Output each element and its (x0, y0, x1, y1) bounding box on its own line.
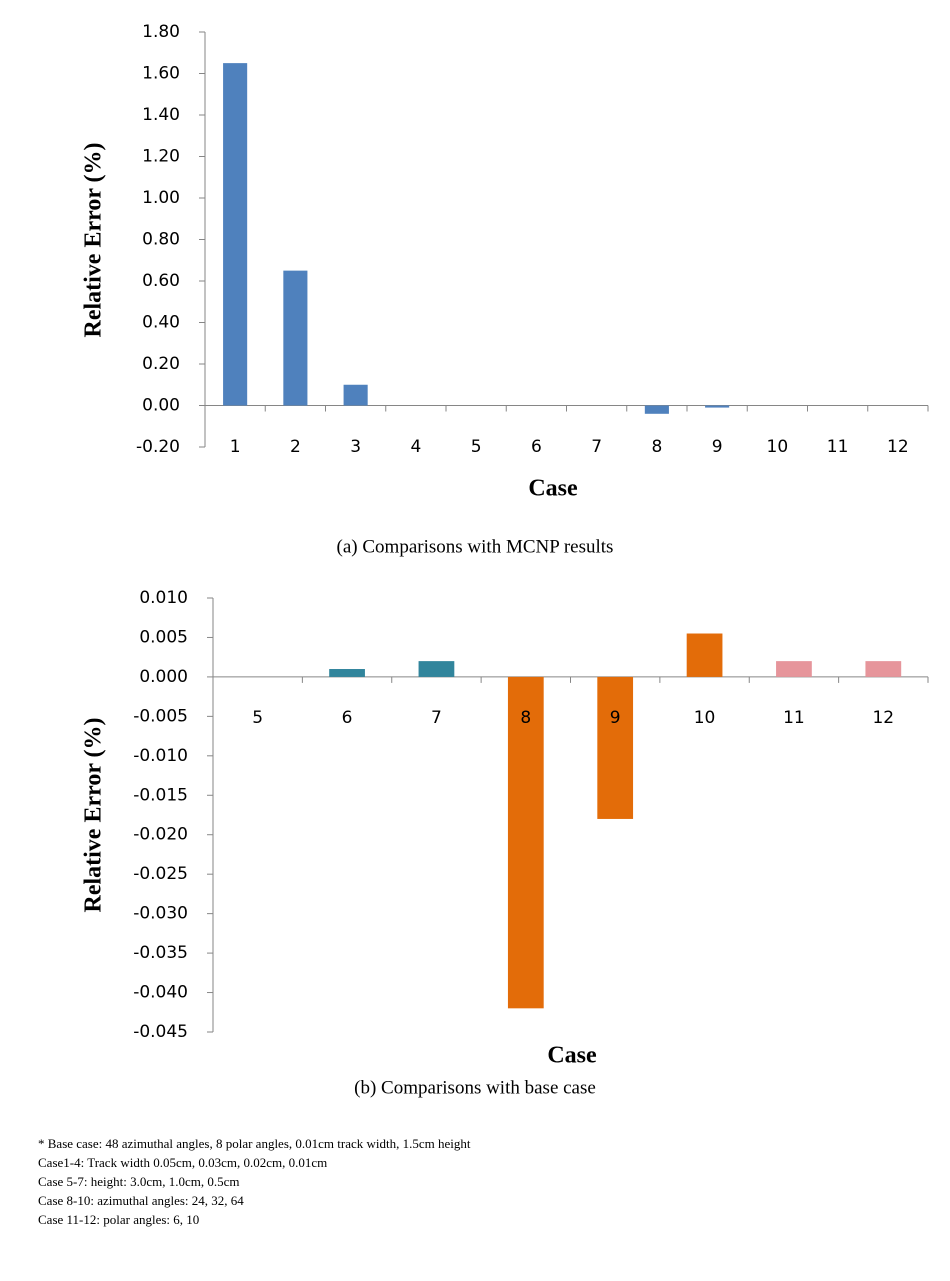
y-tick-label: 1.80 (142, 22, 180, 42)
bar (507, 676, 544, 1009)
note: Case 8-10: azimuthal angles: 24, 32, 64 (38, 1193, 244, 1208)
bar (223, 63, 248, 406)
bar (686, 633, 723, 677)
x-tick-label: 10 (694, 708, 716, 728)
x-tick-label: 7 (431, 708, 442, 728)
y-tick-label: 0.40 (142, 313, 180, 333)
note: * Base case: 48 azimuthal angles, 8 pola… (38, 1136, 471, 1151)
y-tick-label: -0.010 (133, 746, 188, 766)
y-tick-label: 0.005 (139, 627, 188, 647)
x-tick-label: 12 (872, 708, 894, 728)
caption: (a) Comparisons with MCNP results (337, 536, 614, 557)
bar (283, 270, 308, 406)
x-axis-title: Case (528, 476, 578, 502)
y-tick-label: 1.40 (142, 105, 180, 125)
caption: (b) Comparisons with base case (354, 1077, 596, 1098)
y-axis-title: Relative Error (%) (81, 717, 107, 912)
bar (329, 669, 365, 677)
y-tick-label: -0.005 (133, 706, 188, 726)
y-tick-label: 1.00 (142, 188, 180, 208)
y-tick-label: -0.20 (136, 437, 180, 457)
x-tick-label: 10 (767, 437, 789, 457)
y-tick-label: 0.010 (139, 588, 188, 608)
x-tick-label: 5 (471, 437, 482, 457)
y-tick-label: -0.040 (133, 983, 188, 1003)
x-tick-label: 3 (350, 437, 361, 457)
bar (865, 661, 902, 677)
note: Case 11-12: polar angles: 6, 10 (38, 1212, 199, 1227)
y-tick-label: 0.60 (142, 271, 180, 291)
x-tick-label: 6 (531, 437, 542, 457)
y-axis-title: Relative Error (%) (81, 142, 107, 337)
x-tick-label: 7 (591, 437, 602, 457)
x-tick-label: 11 (783, 708, 805, 728)
note: Case 5-7: height: 3.0cm, 1.0cm, 0.5cm (38, 1174, 239, 1189)
x-tick-label: 11 (827, 437, 849, 457)
y-tick-label: 0.000 (139, 667, 188, 687)
y-tick-label: -0.025 (133, 864, 188, 884)
y-tick-label: 0.00 (142, 396, 180, 416)
x-tick-label: 4 (410, 437, 421, 457)
bar (418, 661, 455, 677)
x-tick-label: 9 (712, 437, 723, 457)
bar (343, 384, 368, 406)
bar (776, 661, 812, 677)
y-tick-label: 0.20 (142, 354, 180, 374)
y-tick-label: -0.015 (133, 785, 188, 805)
y-tick-label: -0.030 (133, 904, 188, 924)
x-tick-label: 5 (252, 708, 263, 728)
y-tick-label: 1.60 (142, 64, 180, 84)
y-tick-label: -0.045 (133, 1022, 188, 1042)
x-tick-label: 8 (651, 437, 662, 457)
x-tick-label: 8 (520, 708, 531, 728)
y-tick-label: -0.035 (133, 943, 188, 963)
y-tick-label: -0.020 (133, 825, 188, 845)
x-axis-title: Case (547, 1043, 597, 1069)
y-tick-label: 0.80 (142, 230, 180, 250)
bar (644, 405, 669, 414)
bar (705, 405, 730, 408)
x-tick-label: 2 (290, 437, 301, 457)
x-tick-label: 1 (230, 437, 241, 457)
x-tick-label: 9 (610, 708, 621, 728)
y-tick-label: 1.20 (142, 147, 180, 167)
x-tick-label: 6 (342, 708, 353, 728)
note: Case1-4: Track width 0.05cm, 0.03cm, 0.0… (38, 1155, 327, 1170)
bar (597, 676, 634, 819)
x-tick-label: 12 (887, 437, 909, 457)
